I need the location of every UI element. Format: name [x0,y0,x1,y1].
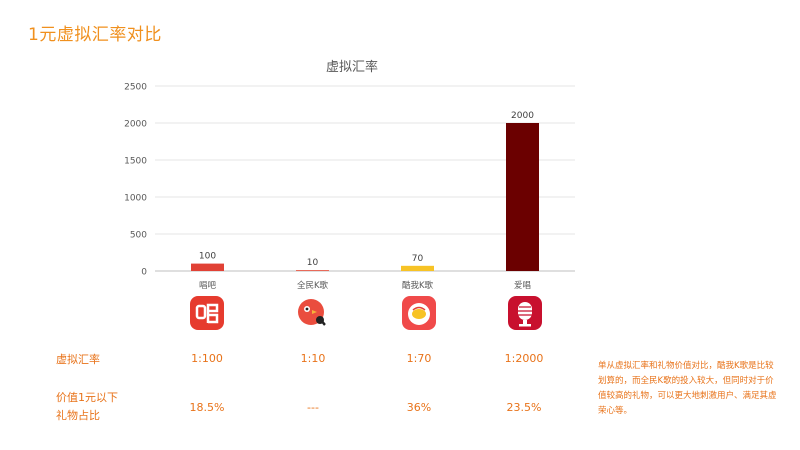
x-tick-label: 全民K歌 [297,280,329,291]
data-label: 2000 [511,111,534,121]
bar [506,123,539,271]
cell-ratio-changba: 18.5% [189,401,225,414]
y-tick-label: 1000 [124,194,147,204]
chart-title: 虚拟汇率 [325,60,378,75]
data-label: 100 [199,252,216,262]
cell-rate-aichang: 1:2000 [504,352,544,365]
x-tick-label: 唱吧 [199,281,217,291]
cell-rate-quanmin: 1:10 [300,352,326,365]
bar [191,263,224,271]
quanmin-kge-icon [296,296,330,330]
kuwo-kge-icon [402,296,436,330]
aichang-icon [508,296,542,330]
data-label: 70 [412,254,424,264]
row-label-gift-ratio-line1: 价值1元以下 [56,391,118,404]
cell-rate-kuwo: 1:70 [406,352,432,365]
y-tick-label: 2500 [124,83,147,93]
y-tick-label: 2000 [124,120,147,130]
row-label-exchange-rate: 虚拟汇率 [56,353,100,366]
bar-chart: 0 500 1000 1500 2000 2500 100 唱吧 10 全民K歌 70 酷我K歌 200… [124,83,575,291]
x-tick-label: 爱唱 [514,281,531,291]
y-tick-label: 0 [141,268,147,278]
x-tick-label: 酷我K歌 [402,280,434,291]
cell-ratio-quanmin: --- [307,401,319,414]
bar [401,265,434,271]
y-tick-label: 500 [130,231,147,241]
data-label: 10 [307,258,319,268]
bar [296,270,329,271]
row-label-gift-ratio-line2: 礼物占比 [56,409,100,422]
cell-ratio-kuwo: 36% [406,401,432,414]
cell-ratio-aichang: 23.5% [506,401,542,414]
analysis-note: 单从虚拟汇率和礼物价值对比，酷我K歌是比较划算的，而全民K歌的投入较大，但同时对… [598,361,777,416]
y-tick-label: 1500 [124,157,147,167]
row-label-gift-ratio: 价值1元以下 礼物占比 [56,389,118,425]
slide-title: 1元虚拟汇率对比 [28,25,162,45]
cell-rate-changba: 1:100 [191,352,223,365]
changba-icon [190,296,224,330]
